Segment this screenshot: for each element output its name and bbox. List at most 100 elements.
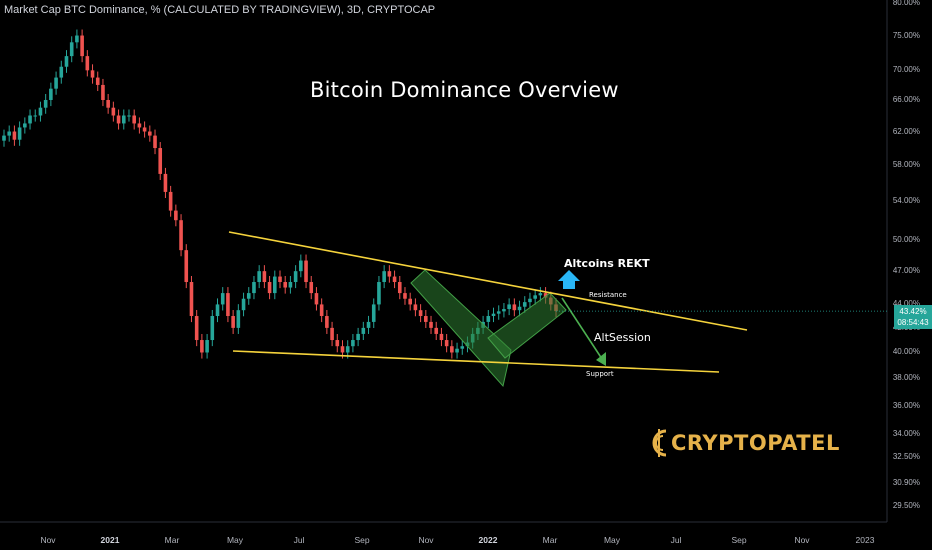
candle-body xyxy=(205,340,209,353)
candle-body xyxy=(69,42,74,57)
candle-body xyxy=(507,304,511,310)
candle-body xyxy=(236,310,241,328)
y-tick-label: 66.00% xyxy=(892,94,920,104)
candle-body xyxy=(512,304,517,311)
candle-body xyxy=(28,115,32,124)
candle-body xyxy=(299,260,303,272)
candle-body xyxy=(502,309,506,312)
y-tick-label: 54.00% xyxy=(892,196,920,206)
candle-body xyxy=(189,282,194,317)
current-price-value: 43.42% xyxy=(899,307,927,316)
candle-body xyxy=(252,282,256,294)
y-tick-label: 47.00% xyxy=(892,266,920,276)
candle-body xyxy=(257,271,261,283)
x-tick-label: Sep xyxy=(354,535,370,545)
candle-body xyxy=(12,131,17,140)
candle-body xyxy=(335,340,340,347)
candle-body xyxy=(439,333,444,341)
candle-body xyxy=(491,313,496,317)
candle-body xyxy=(538,293,543,296)
candle-body xyxy=(325,316,329,328)
candle-body xyxy=(283,282,288,288)
candle-body xyxy=(272,276,277,294)
candle-body xyxy=(23,123,27,128)
y-tick-label: 44.00% xyxy=(892,299,920,309)
candle-body xyxy=(434,327,439,334)
candle-body xyxy=(450,346,454,353)
chart-header: Market Cap BTC Dominance, % (CALCULATED … xyxy=(4,4,436,16)
altcoins-rekt-label: Altcoins REKT xyxy=(564,257,650,270)
y-tick-label: 36.00% xyxy=(892,400,920,410)
candle-body xyxy=(304,260,308,283)
candle-body xyxy=(142,127,147,132)
candle-body xyxy=(413,304,418,311)
descending-channel xyxy=(410,269,512,388)
candle-body xyxy=(220,293,225,305)
cryptopatel-logo: CRYPTOPATEL xyxy=(649,426,840,460)
candle-body xyxy=(43,99,48,108)
y-tick-label: 58.00% xyxy=(892,160,920,170)
candle-body xyxy=(215,304,220,317)
candle-body xyxy=(153,135,157,149)
candle-body xyxy=(75,35,79,43)
altcoins-rekt-arrow xyxy=(558,270,580,289)
altsession-label: AltSession xyxy=(594,331,651,344)
y-tick-label: 70.00% xyxy=(892,65,920,75)
x-tick-label: May xyxy=(603,535,621,545)
candle-body xyxy=(382,271,386,283)
candle-body xyxy=(231,316,235,328)
x-tick-label: 2023 xyxy=(855,535,875,545)
candle-body xyxy=(486,316,491,322)
candle-body xyxy=(397,282,402,294)
altsession-arrow-head xyxy=(596,352,606,366)
candle-body xyxy=(340,346,345,353)
candle-body xyxy=(293,271,298,283)
candle-body xyxy=(314,293,319,305)
candle-body xyxy=(246,293,251,299)
candle-body xyxy=(132,115,136,124)
y-tick-label: 32.50% xyxy=(892,452,920,462)
candle-body xyxy=(137,123,142,128)
candle-body xyxy=(95,77,100,85)
candle-body xyxy=(543,293,548,298)
resistance-trendline xyxy=(228,231,748,331)
candle-body xyxy=(356,333,360,341)
candle-body xyxy=(345,346,350,353)
candle-body xyxy=(38,107,43,116)
x-tick-label: Nov xyxy=(418,535,434,545)
candle-body xyxy=(403,293,407,299)
candle-body xyxy=(90,70,95,78)
y-tick-label: 38.00% xyxy=(892,373,920,383)
candle-body xyxy=(528,298,532,303)
candle-body xyxy=(361,327,366,334)
candle-body xyxy=(121,115,126,124)
x-tick-label: Jul xyxy=(293,535,305,545)
candle-body xyxy=(174,210,178,221)
candle-body xyxy=(158,148,163,174)
candle-body xyxy=(168,191,173,211)
candle-body xyxy=(366,321,371,328)
x-tick-label: Nov xyxy=(40,535,56,545)
x-tick-label: Mar xyxy=(542,535,558,545)
candle-body xyxy=(184,250,189,283)
chart-title: Bitcoin Dominance Overview xyxy=(310,78,619,102)
ascending-channel xyxy=(487,292,567,359)
candle-body xyxy=(59,66,64,78)
candle-body xyxy=(387,271,392,277)
candle-body xyxy=(7,131,12,136)
x-tick-label: 2021 xyxy=(100,535,120,545)
support-label: Support xyxy=(586,370,614,378)
candle-body xyxy=(106,99,110,108)
candle-body xyxy=(226,293,230,317)
logo-text: CRYPTOPATEL xyxy=(671,431,840,455)
candle-body xyxy=(460,346,465,349)
candle-body xyxy=(444,340,449,347)
candle-body xyxy=(377,282,381,305)
candle-body xyxy=(101,84,105,100)
candle-body xyxy=(111,107,116,116)
y-tick-label: 30.90% xyxy=(892,477,920,487)
x-tick-label: Nov xyxy=(794,535,810,545)
support-trendline xyxy=(232,350,720,373)
candle-body xyxy=(408,298,412,305)
